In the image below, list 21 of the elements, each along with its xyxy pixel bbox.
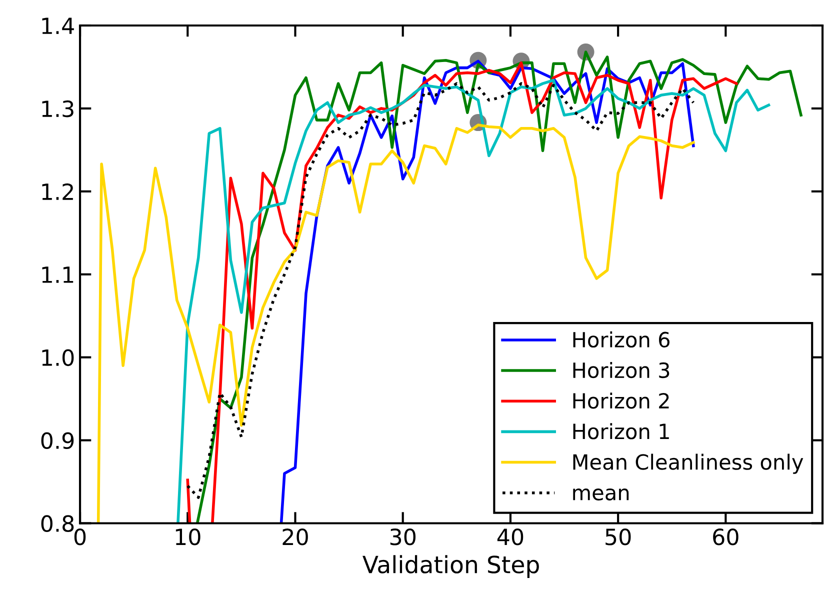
x-axis-title: Validation Step bbox=[362, 555, 539, 578]
y-tick-label: 0.9 bbox=[41, 432, 74, 450]
legend-label: Horizon 2 bbox=[573, 392, 669, 409]
x-tick-label: 50 bbox=[606, 528, 631, 546]
legend-label: mean bbox=[573, 488, 629, 500]
y-tick-label: 1.0 bbox=[42, 349, 74, 366]
y-tick-label: 1.2 bbox=[42, 183, 73, 200]
y-tick-label: 1.3 bbox=[42, 100, 74, 118]
x-tick-label: 20 bbox=[282, 528, 308, 546]
legend-label: Mean Cleanliness only bbox=[573, 454, 804, 474]
x-tick-label: 40 bbox=[497, 528, 524, 546]
legend-label: Horizon 3 bbox=[573, 362, 670, 378]
x-tick-label: 0 bbox=[74, 528, 86, 546]
x-tick-label: 60 bbox=[713, 528, 738, 546]
y-tick-label: 0.8 bbox=[41, 515, 74, 532]
x-tick-label: 10 bbox=[176, 528, 200, 546]
legend-label: Horizon 6 bbox=[573, 331, 670, 348]
y-tick-label: 1.4 bbox=[42, 18, 74, 34]
legend-label: Horizon 1 bbox=[573, 423, 669, 440]
y-tick-label: 1.1 bbox=[42, 266, 74, 283]
x-tick-label: 30 bbox=[390, 528, 416, 546]
